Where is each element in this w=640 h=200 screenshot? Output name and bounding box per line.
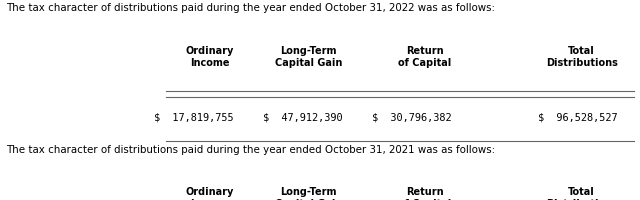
Text: $  96,528,527: $ 96,528,527 (538, 113, 618, 123)
Text: The tax character of distributions paid during the year ended October 31, 2022 w: The tax character of distributions paid … (6, 3, 495, 13)
Text: Long-Term
Capital Gain: Long-Term Capital Gain (275, 46, 342, 68)
Text: Return
of Capital: Return of Capital (398, 46, 451, 68)
Text: Return
of Capital: Return of Capital (398, 187, 451, 200)
Text: Ordinary
Income: Ordinary Income (185, 46, 234, 68)
Text: Total
Distributions: Total Distributions (546, 187, 618, 200)
Text: $  30,796,382: $ 30,796,382 (372, 113, 451, 123)
Text: Total
Distributions: Total Distributions (546, 46, 618, 68)
Text: $  17,819,755: $ 17,819,755 (154, 113, 234, 123)
Text: Ordinary
Income: Ordinary Income (185, 187, 234, 200)
Text: The tax character of distributions paid during the year ended October 31, 2021 w: The tax character of distributions paid … (6, 145, 495, 155)
Text: Long-Term
Capital Gain: Long-Term Capital Gain (275, 187, 342, 200)
Text: $  47,912,390: $ 47,912,390 (263, 113, 342, 123)
